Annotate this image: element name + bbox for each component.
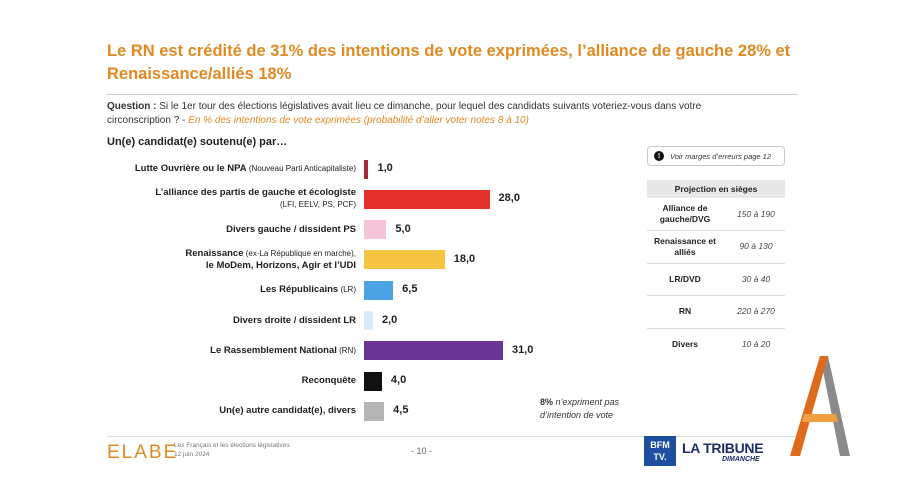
bar — [364, 311, 373, 330]
page-number: - 10 - — [411, 446, 433, 456]
category-label-main: Divers gauche / dissident PS — [226, 223, 356, 235]
footer-divider — [107, 436, 797, 437]
category-label-sub: (Nouveau Parti Anticapitaliste) — [246, 164, 356, 173]
non-expressed-value: 8% — [540, 397, 554, 407]
bar-value-label: 5,0 — [395, 222, 411, 235]
projection-party-line1: LR/DVD — [669, 273, 701, 284]
category-label: Le Rassemblement National (RN) — [96, 345, 356, 357]
category-label: Divers droite / dissident LR — [96, 315, 356, 327]
margin-note-text: Voir marges d’erreurs page 12 — [670, 151, 772, 161]
category-label-main: Divers droite / dissident LR — [233, 314, 356, 326]
question-text: Si le 1er tour des élections législative… — [107, 101, 702, 126]
question-separator: - — [179, 115, 189, 126]
bar — [364, 371, 382, 391]
bar-value-label: 4,5 — [393, 404, 409, 417]
category-label: Renaissance (ex-La République en marche)… — [96, 248, 356, 272]
projection-party: Renaissance et alliés — [647, 236, 723, 258]
category-label: Lutte Ouvrière ou le NPA (Nouveau Parti … — [96, 163, 356, 175]
category-label-main: Les Républicains — [260, 284, 339, 296]
bfmtv-logo: BFM TV. — [644, 436, 676, 466]
page-title: Le RN est crédité de 31% des intentions … — [107, 42, 791, 83]
bar-value-label: 18,0 — [453, 252, 476, 265]
bfmtv-logo-text-1: BFM — [650, 440, 670, 450]
projection-separator — [647, 262, 785, 264]
bar — [364, 341, 503, 361]
projection-range: 220 à 270 — [737, 306, 775, 316]
category-label: L’alliance des partis de gauche et écolo… — [96, 187, 356, 211]
category-label-sub: (LR) — [338, 285, 356, 295]
category-label-main: Le Rassemblement National — [210, 344, 337, 356]
question-label: Question : — [107, 101, 157, 112]
projection-party: LR/DVD — [647, 274, 723, 285]
category-label: Reconquête — [96, 375, 356, 387]
margin-note: ! Voir marges d’erreurs page 12 — [647, 146, 785, 166]
question-block: Question : Si le 1er tour des élections … — [107, 100, 747, 128]
a-logo-icon — [790, 356, 850, 456]
projection-range: 90 à 130 — [739, 241, 773, 251]
category-label-sub: (RN) — [336, 345, 356, 355]
category-label-main: L’alliance des partis de gauche et écolo… — [155, 187, 356, 199]
category-label-main: Lutte Ouvrière ou le NPA — [134, 163, 247, 174]
bar-value-label: 4,0 — [390, 374, 407, 387]
category-label: Divers gauche / dissident PS — [96, 224, 356, 236]
chart-subtitle: Un(e) candidat(e) soutenu(e) par… — [107, 136, 288, 148]
bar — [364, 401, 385, 421]
projection-party: RN — [647, 306, 723, 317]
footer-line-1: Les Français et les élections législativ… — [174, 442, 290, 449]
footer-line-2: 12 juin 2024 — [174, 451, 210, 458]
bar — [364, 280, 394, 300]
projection-party-line1: Alliance de — [662, 203, 708, 213]
category-label: Les Républicains (LR) — [96, 284, 356, 296]
bfmtv-logo-text-2: TV. — [653, 452, 667, 462]
bar — [364, 250, 445, 270]
question-note: En % des intentions de vote exprimées (p… — [188, 115, 529, 126]
bar — [364, 220, 387, 240]
projection-party-line2: alliés — [674, 246, 696, 257]
bar-value-label: 31,0 — [512, 343, 534, 356]
footer-caption: Les Français et les élections législativ… — [174, 441, 290, 459]
non-expressed-text-1: n’expriment pas — [553, 397, 620, 407]
bar-value-label: 6,5 — [402, 283, 418, 296]
projection-separator — [647, 327, 785, 329]
projection-heading: Projection en sièges — [647, 180, 785, 198]
projection-party-line2: gauche/DVG — [659, 214, 711, 224]
bar — [364, 189, 490, 209]
bar-value-label: 2,0 — [381, 313, 398, 326]
bar-value-label: 1,0 — [377, 162, 393, 174]
bar-value-label: 28,0 — [498, 192, 520, 205]
category-label-sub: (ex-La République en marche), — [243, 248, 356, 258]
projection-separator — [647, 295, 785, 297]
bar — [364, 159, 369, 179]
category-label: Un(e) autre candidat(e), divers — [96, 405, 356, 417]
projection-party-line1: Divers — [672, 338, 698, 349]
title-divider — [107, 94, 797, 95]
projection-party: Divers — [647, 339, 723, 350]
elabe-logo: ELABE — [107, 442, 179, 463]
projection-range: 150 à 190 — [737, 208, 775, 219]
category-label-main: Reconquête — [301, 375, 356, 387]
non-expressed-text-2: d’intention de vote — [540, 410, 614, 420]
projection-party: Alliance de gauche/DVG — [647, 203, 723, 225]
projection-range: 10 à 20 — [741, 338, 771, 349]
projection-separator — [647, 230, 785, 232]
la-tribune-logo: LA TRIBUNE — [682, 440, 764, 456]
category-label-line2: le MoDem, Horizons, Agir et l’UDI — [205, 259, 356, 271]
projection-party-line1: RN — [678, 306, 692, 316]
projection-party-line1: Renaissance et — [654, 235, 716, 246]
non-expressed-note: 8% n’expriment pas d’intention de vote — [540, 396, 660, 422]
info-icon: ! — [654, 151, 664, 161]
category-label-main: Renaissance — [185, 247, 244, 259]
category-label-line2: (LFI, EELV, PS, PCF) — [279, 200, 356, 210]
category-label-main: Un(e) autre candidat(e), divers — [219, 405, 356, 417]
projection-range: 30 à 40 — [741, 273, 771, 284]
la-tribune-dimanche-label: DIMANCHE — [722, 456, 760, 463]
